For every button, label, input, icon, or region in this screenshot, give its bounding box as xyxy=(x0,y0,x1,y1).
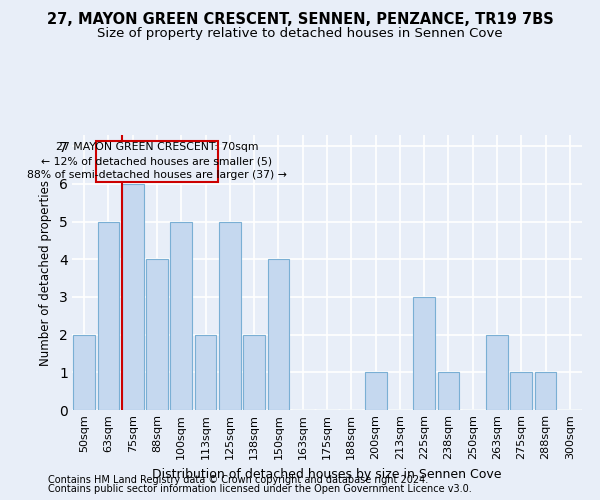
Bar xyxy=(535,372,556,410)
Bar xyxy=(268,260,289,410)
Bar xyxy=(413,297,435,410)
Bar xyxy=(219,222,241,410)
Y-axis label: Number of detached properties: Number of detached properties xyxy=(39,180,52,366)
Bar xyxy=(194,334,217,410)
Bar xyxy=(365,372,386,410)
Text: Contains HM Land Registry data © Crown copyright and database right 2024.: Contains HM Land Registry data © Crown c… xyxy=(48,475,428,485)
Bar xyxy=(122,184,143,410)
Text: Size of property relative to detached houses in Sennen Cove: Size of property relative to detached ho… xyxy=(97,28,503,40)
Bar xyxy=(146,260,168,410)
X-axis label: Distribution of detached houses by size in Sennen Cove: Distribution of detached houses by size … xyxy=(152,468,502,480)
Bar xyxy=(73,334,95,410)
Bar xyxy=(170,222,192,410)
Text: 27, MAYON GREEN CRESCENT, SENNEN, PENZANCE, TR19 7BS: 27, MAYON GREEN CRESCENT, SENNEN, PENZAN… xyxy=(47,12,553,28)
Text: 27 MAYON GREEN CRESCENT: 70sqm
← 12% of detached houses are smaller (5)
88% of s: 27 MAYON GREEN CRESCENT: 70sqm ← 12% of … xyxy=(27,142,287,180)
Text: Contains public sector information licensed under the Open Government Licence v3: Contains public sector information licen… xyxy=(48,484,472,494)
Bar xyxy=(243,334,265,410)
FancyBboxPatch shape xyxy=(96,140,218,182)
Bar xyxy=(97,222,119,410)
Bar xyxy=(437,372,460,410)
Bar xyxy=(486,334,508,410)
Bar xyxy=(511,372,532,410)
